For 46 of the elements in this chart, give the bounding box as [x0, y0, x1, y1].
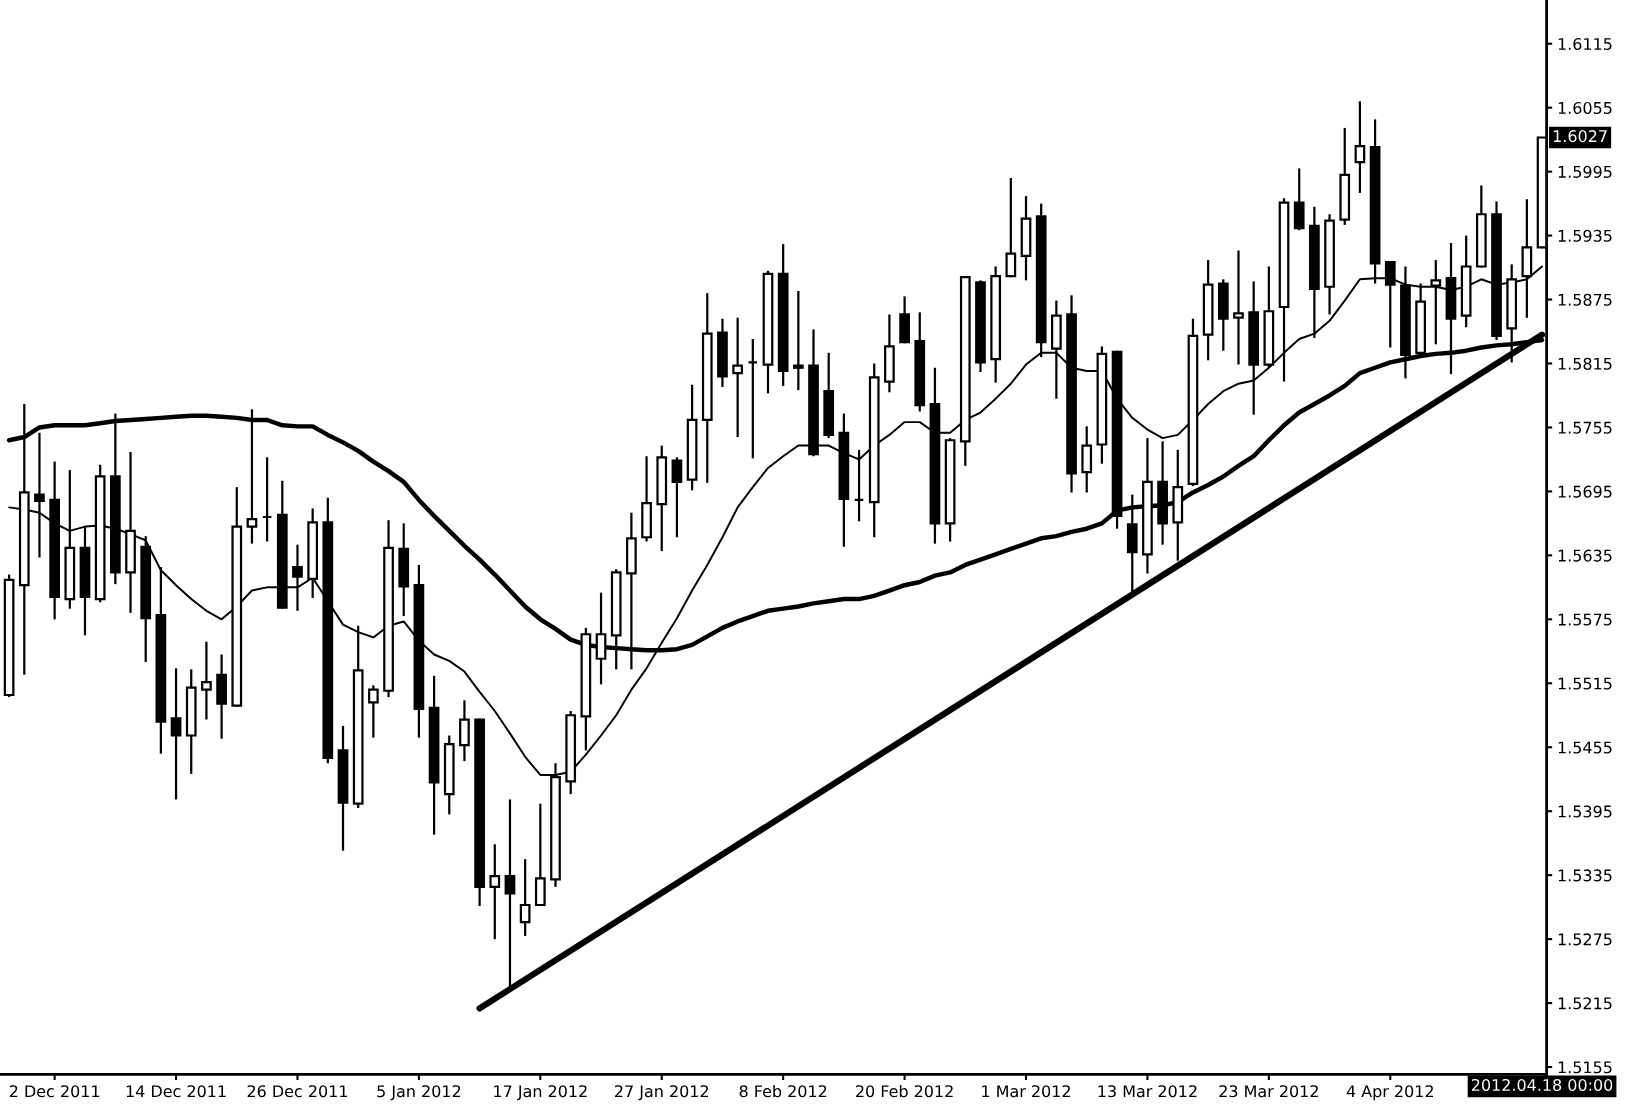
y-tick-label: 1.5455 [1558, 741, 1612, 754]
x-tick-label: 13 Mar 2012 [1098, 1085, 1197, 1098]
y-tick-label: 1.5335 [1558, 869, 1612, 882]
text: 1.6027 [1553, 130, 1607, 143]
candlestick [170, 667, 182, 801]
x-tick-label: 2 Dec 2011 [9, 1085, 100, 1098]
y-tick-label: 1.5875 [1558, 293, 1612, 306]
candlestick [519, 858, 531, 938]
candlestick [504, 798, 516, 989]
y-tick-label: 1.5515 [1558, 677, 1612, 690]
x-tick-label: 27 Jan 2012 [615, 1085, 709, 1101]
y-tick-label: 1.5575 [1558, 613, 1612, 626]
candlestick [201, 640, 212, 721]
candlestick [1005, 176, 1017, 279]
y-tick-label: 1.5155 [1558, 1061, 1612, 1074]
text: 2012.04.18 00:00 [1471, 1078, 1613, 1092]
y-tick-label: 1.5815 [1558, 357, 1612, 370]
x-tick-label: 20 Feb 2012 [856, 1084, 953, 1098]
x-tick-label: 26 Dec 2011 [247, 1085, 348, 1098]
candlestick [368, 684, 379, 739]
x-tick-label: 17 Jan 2012 [494, 1085, 587, 1101]
candlestick [1354, 100, 1366, 195]
x-tick-label: 8 Feb 2012 [739, 1084, 827, 1098]
candlestick [671, 456, 683, 539]
x-tick-label: 14 Dec 2011 [126, 1085, 226, 1098]
x-tick-label: 1 Mar 2012 [982, 1085, 1070, 1098]
y-tick-label: 1.5695 [1558, 485, 1612, 498]
x-tick-label: 23 Mar 2012 [1219, 1085, 1318, 1098]
y-tick-label: 1.6055 [1558, 101, 1612, 114]
y-tick-label: 1.5755 [1558, 421, 1612, 434]
candlestick [34, 431, 45, 559]
y-tick-label: 1.5935 [1558, 229, 1612, 242]
x-tick-label: 5 Jan 2012 [377, 1085, 461, 1101]
candlestick [489, 843, 501, 941]
y-tick-label: 1.6115 [1558, 37, 1612, 50]
candlestick [246, 408, 258, 545]
candlestick [732, 316, 743, 439]
candlestick [292, 543, 303, 612]
x-tick-label: 4 Apr 2012 [1346, 1085, 1433, 1101]
y-tick-label: 1.5275 [1558, 933, 1612, 946]
y-tick-label: 1.5215 [1558, 997, 1612, 1010]
y-tick-label: 1.5635 [1558, 549, 1612, 562]
y-tick-label: 1.5395 [1558, 805, 1612, 818]
candlestick [1233, 249, 1244, 366]
candlestick [792, 289, 804, 392]
y-tick-label: 1.5995 [1558, 165, 1612, 178]
